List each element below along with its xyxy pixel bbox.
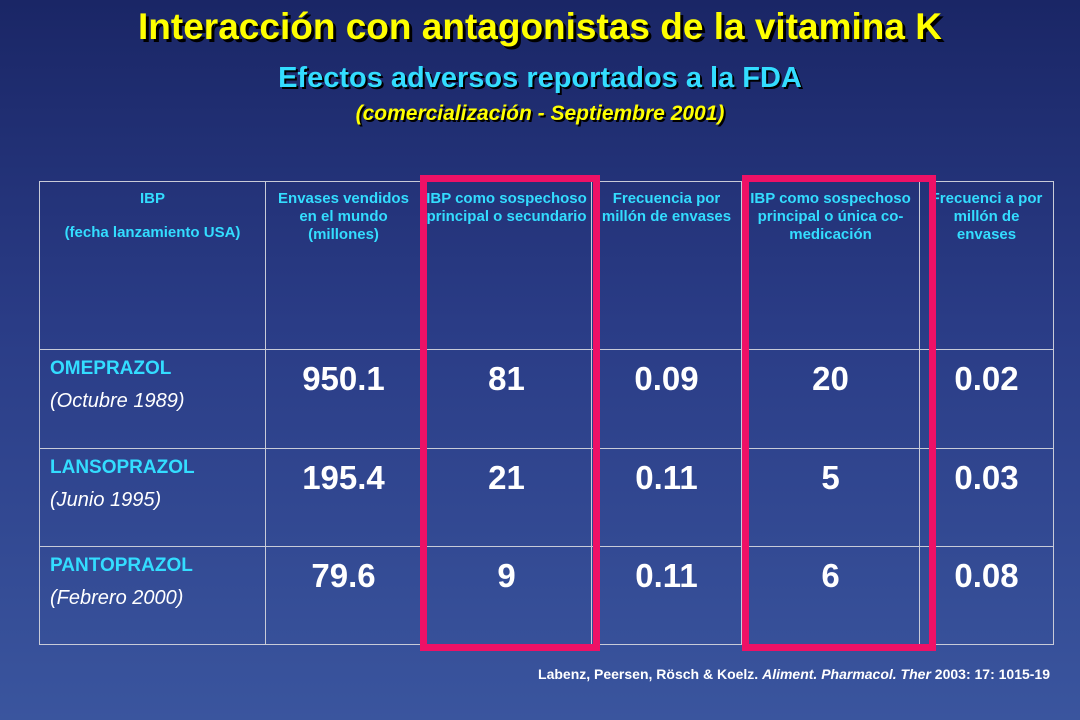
cell-envases: 79.6 <box>265 545 422 646</box>
cell-comedicacion: 20 <box>741 349 920 449</box>
cell-comedicacion: 5 <box>741 447 920 547</box>
cell-envases: 950.1 <box>265 349 422 449</box>
header-sospechoso: IBP como sospechoso principal o secundar… <box>421 180 592 351</box>
header-frecuencia-2: Frecuenci a por millón de envases <box>919 180 1054 351</box>
cell-envases: 195.4 <box>265 447 422 547</box>
header-comedicacion: IBP como sospechoso principal o única co… <box>741 180 920 351</box>
cell-frecuencia-2: 0.08 <box>919 545 1054 646</box>
drug-name: LANSOPRAZOL <box>50 456 195 478</box>
header-envases: Envases vendidos en el mundo (millones) <box>265 180 422 351</box>
drug-cell: LANSOPRAZOL (Junio 1995) <box>39 447 266 547</box>
cell-comedicacion: 6 <box>741 545 920 646</box>
citation-details: 2003: 17: 1015-19 <box>934 666 1050 682</box>
cell-frecuencia-2: 0.02 <box>919 349 1054 449</box>
drug-cell: OMEPRAZOL (Octubre 1989) <box>39 349 266 449</box>
cell-frecuencia: 0.09 <box>591 349 742 449</box>
citation-journal: Aliment. Pharmacol. Ther <box>762 666 931 682</box>
slide-title: Interacción con antagonistas de la vitam… <box>138 6 942 47</box>
cell-sospechoso: 9 <box>421 545 592 646</box>
drug-name: OMEPRAZOL <box>50 358 172 380</box>
slide-period: (comercialización - Septiembre 2001) <box>355 102 725 125</box>
cell-frecuencia: 0.11 <box>591 545 742 646</box>
drug-launch-date: (Febrero 2000) <box>50 586 184 609</box>
drug-cell: PANTOPRAZOL (Febrero 2000) <box>39 545 266 646</box>
drug-launch-date: (Junio 1995) <box>50 488 162 511</box>
cell-sospechoso: 81 <box>421 349 592 449</box>
header-frecuencia: Frecuencia por millón de envases <box>591 180 742 351</box>
table-row: LANSOPRAZOL (Junio 1995) 195.4 21 0.11 5… <box>39 447 1054 547</box>
slide-subtitle: Efectos adversos reportados a la FDA <box>278 62 802 94</box>
table-row: PANTOPRAZOL (Febrero 2000) 79.6 9 0.11 6… <box>39 545 1054 646</box>
header-ibp: IBP (fecha lanzamiento USA) <box>39 180 266 351</box>
cell-frecuencia-2: 0.03 <box>919 447 1054 547</box>
table-header-row: IBP (fecha lanzamiento USA) Envases vend… <box>39 180 1054 351</box>
ppi-interaction-table: IBP (fecha lanzamiento USA) Envases vend… <box>39 180 1054 646</box>
drug-launch-date: (Octubre 1989) <box>50 390 185 413</box>
drug-name: PANTOPRAZOL <box>50 554 193 576</box>
cell-frecuencia: 0.11 <box>591 447 742 547</box>
cell-sospechoso: 21 <box>421 447 592 547</box>
citation: Labenz, Peersen, Rösch & Koelz. Aliment.… <box>538 666 1050 682</box>
citation-authors: Labenz, Peersen, Rösch & Koelz. <box>538 666 759 682</box>
table-row: OMEPRAZOL (Octubre 1989) 950.1 81 0.09 2… <box>39 349 1054 449</box>
